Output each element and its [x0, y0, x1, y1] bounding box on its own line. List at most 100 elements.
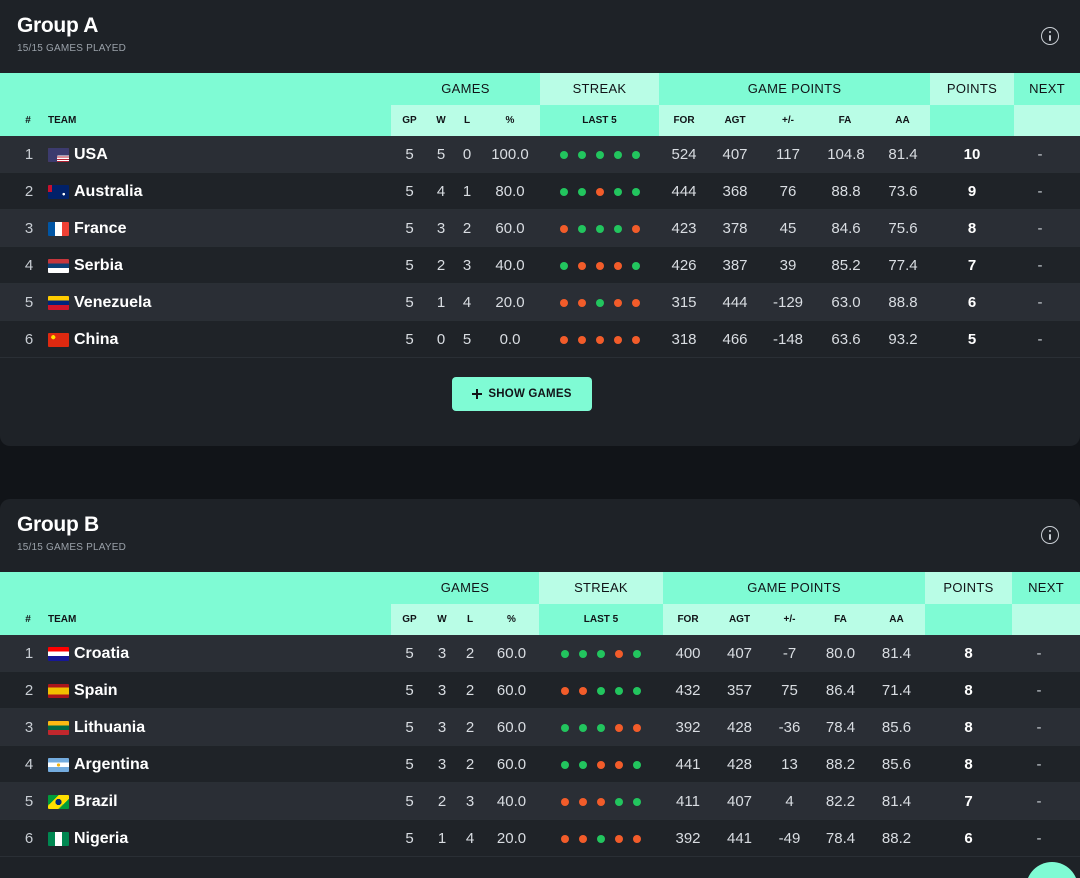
rank-cell: 6 — [24, 830, 34, 847]
for-cell: 423 — [671, 220, 697, 237]
diff-cell: 76 — [779, 183, 797, 200]
diff-cell: 39 — [779, 257, 797, 274]
header-aa: AA — [875, 105, 930, 136]
win-dot — [633, 686, 641, 695]
agt-cell: 368 — [722, 183, 748, 200]
streak-last5 — [540, 173, 659, 210]
header-points: POINTS — [930, 73, 1014, 105]
loss-dot — [613, 261, 622, 270]
points-cell: 8 — [964, 682, 973, 699]
fa-cell: 78.4 — [825, 830, 856, 847]
fa-cell: 104.8 — [827, 146, 865, 163]
pct-cell: 60.0 — [496, 719, 527, 736]
diff-cell: -148 — [772, 331, 804, 348]
loss-dot — [631, 298, 640, 307]
rank-cell: 2 — [24, 183, 34, 200]
fa-cell: 86.4 — [825, 682, 856, 699]
team-name[interactable]: Argentina — [74, 756, 149, 773]
info-icon[interactable] — [1041, 526, 1059, 544]
aa-cell: 81.4 — [881, 645, 912, 662]
header-diff: +/- — [766, 604, 813, 635]
team-name[interactable]: Croatia — [74, 645, 130, 662]
table-row[interactable]: 4 Serbia 5 2 3 40.0 426 387 39 85.2 77.4 7 - — [0, 247, 1080, 284]
team-cell: Australia — [48, 173, 348, 210]
header-game-points: GAME POINTS — [747, 81, 842, 96]
show-games-button[interactable]: SHOW GAMES — [452, 377, 592, 411]
gp-cell: 5 — [405, 645, 414, 662]
agt-cell: 444 — [722, 294, 748, 311]
team-name[interactable]: USA — [74, 146, 108, 163]
loss-dot — [597, 797, 605, 806]
table-row[interactable]: 4 Argentina 5 3 2 60.0 441 428 13 88.2 85.6 8 - — [0, 746, 1080, 783]
next-cell: - — [1037, 183, 1043, 200]
table-row[interactable]: 6 Nigeria 5 1 4 20.0 392 441 -49 78.4 88.2 6 - — [0, 820, 1080, 857]
table-row[interactable]: 3 France 5 3 2 60.0 423 378 45 84.6 75.6 8- — [0, 210, 1080, 247]
streak-last5 — [539, 820, 663, 857]
group-title: Group A — [17, 14, 99, 37]
loss-dot — [577, 335, 586, 344]
scroll-top-button[interactable] — [1026, 862, 1078, 878]
table-row[interactable]: 2 Spain 5 3 2 60.0 432 357 75 86.4 71.4 8 - — [0, 672, 1080, 709]
gp-cell: 5 — [405, 682, 414, 699]
team-name[interactable]: Nigeria — [74, 830, 129, 847]
points-cell: 10 — [963, 146, 981, 163]
team-name[interactable]: Venezuela — [74, 294, 152, 311]
team-name[interactable]: Brazil — [74, 793, 118, 810]
group-a-card: Group A 15/15 GAMES PLAYED GAMES STREAK GA… — [0, 0, 1080, 446]
for-cell: 392 — [675, 719, 701, 736]
team-cell: Nigeria — [48, 820, 348, 857]
team-name[interactable]: France — [74, 220, 127, 237]
header-gp: GP — [391, 604, 428, 635]
lithuania-flag — [48, 720, 69, 735]
table-row[interactable]: 2 Australia 5 4 1 80.0 444 368 76 88.8 73.6 9 - — [0, 173, 1080, 210]
fa-cell: 84.6 — [831, 220, 861, 237]
rank-cell: 5 — [24, 294, 34, 311]
win-dot — [559, 187, 568, 196]
table-row[interactable]: 1 Croatia 5 3 2 60.0 400 407 -7 80.0 81.4 8 - — [0, 635, 1080, 672]
for-cell: 444 — [671, 183, 697, 200]
team-cell: Argentina — [48, 746, 348, 783]
team-name[interactable]: Spain — [74, 682, 118, 699]
win-dot — [613, 150, 622, 159]
l-cell: 4 — [462, 294, 472, 311]
streak-last5 — [539, 672, 663, 709]
table-row[interactable]: 6 China 5 0 5 0.0 318 466 -148 63.6 93.2 5- — [0, 321, 1080, 358]
argentina-flag — [48, 757, 69, 772]
loss-dot — [579, 797, 587, 806]
win-dot — [633, 649, 641, 658]
pct-cell: 20.0 — [496, 830, 527, 847]
header-streak: STREAK — [540, 73, 659, 105]
win-dot — [631, 261, 640, 270]
team-name[interactable]: Australia — [74, 183, 143, 200]
diff-cell: -49 — [778, 830, 801, 847]
team-name[interactable]: Serbia — [74, 257, 123, 274]
header-game-points: GAME POINTS — [747, 580, 841, 595]
aa-cell: 75.6 — [888, 220, 918, 237]
column-group-header: GAMES STREAK GAME POINTS POINTS NEXT — [0, 73, 1080, 105]
w-cell: 5 — [436, 146, 446, 163]
team-name[interactable]: Lithuania — [74, 719, 146, 736]
points-cell: 9 — [967, 183, 977, 200]
header-spacer — [930, 105, 1014, 136]
table-row[interactable]: 5 Venezuela 5 1 4 20.0 315 444 -129 63.0 88.8 6 - — [0, 284, 1080, 321]
header-streak: STREAK — [539, 572, 663, 604]
w-cell: 3 — [436, 220, 446, 237]
l-cell: 3 — [465, 793, 475, 810]
games-played-label: 15/15 GAMES PLAYED — [17, 542, 127, 553]
table-row[interactable]: 3 Lithuania 5 3 2 60.0 392 428 -36 78.4 85.6 8 - — [0, 709, 1080, 746]
streak-last5 — [540, 210, 659, 247]
agt-cell: 407 — [722, 146, 748, 163]
l-cell: 5 — [462, 331, 472, 348]
fa-cell: 88.8 — [831, 183, 861, 200]
table-row[interactable]: 5 Brazil 5 2 3 40.0 411 407 4 82.2 81.4 7 - — [0, 783, 1080, 820]
next-cell: - — [1036, 830, 1042, 847]
pct-cell: 60.0 — [496, 682, 527, 699]
table-row[interactable]: 1 USA 5 5 0 100.0 524 407 117 104.8 81.4 10- — [0, 136, 1080, 173]
agt-cell: 441 — [726, 830, 753, 847]
win-dot — [597, 649, 605, 658]
win-dot — [595, 224, 604, 233]
team-name[interactable]: China — [74, 331, 119, 348]
info-icon[interactable] — [1041, 27, 1059, 45]
loss-dot — [561, 834, 569, 843]
aa-cell: 81.4 — [881, 793, 912, 810]
